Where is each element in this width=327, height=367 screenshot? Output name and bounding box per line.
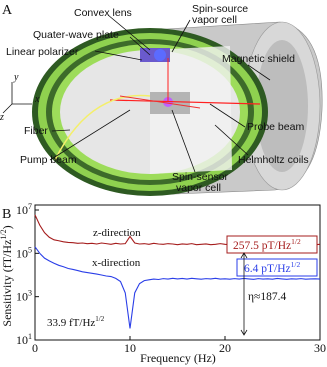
y-axis-title-end: ) [0, 225, 14, 229]
label: Helmholtz coils [238, 154, 309, 166]
y-axis-title-sup: 1/2 [0, 229, 8, 239]
label: Quater-wave plate [33, 29, 119, 41]
annotation-text: 33.9 fT/Hz [47, 317, 95, 329]
y-tick-base: 10 [16, 333, 28, 347]
annotation: 33.9 fT/Hz1/2 [47, 315, 105, 329]
plot-frame [34, 204, 321, 341]
annotation-sup: 1/2 [291, 237, 301, 246]
label: Linear polarizer [6, 46, 79, 58]
annotation-box [226, 235, 318, 254]
annotation-box [236, 258, 318, 277]
y-tick-base: 10 [16, 246, 28, 260]
series-line [34, 246, 321, 329]
annotation-text: 6.4 pT/Hz [244, 263, 291, 275]
y-axis-title: Sensitivity (fT/Hz1/2) [0, 225, 14, 326]
x-tick-label: 20 [219, 341, 231, 355]
panel-label: B [2, 207, 11, 222]
label: vapor cell [176, 182, 221, 194]
x-axis-title: Frequency (Hz) [140, 351, 216, 365]
y-tick-label: 103 [16, 289, 32, 304]
series-label: x-direction [92, 257, 141, 269]
y-tick-sup: 1 [28, 332, 32, 341]
annotation-sup: 1/2 [95, 315, 104, 323]
axis-x: x [34, 94, 40, 105]
x-tick-label: 0 [32, 341, 38, 355]
y-tick-base: 10 [16, 203, 28, 217]
x-tick-label: 10 [124, 341, 136, 355]
y-tick-sup: 5 [28, 245, 32, 254]
annotation-text: 257.5 pT/Hz [233, 240, 291, 252]
ratio-label: η≈187.4 [248, 291, 286, 303]
y-tick-label: 105 [16, 245, 32, 260]
y-tick-label: 107 [16, 202, 32, 217]
label: Pump beam [20, 154, 77, 166]
y-tick-label: 101 [16, 332, 32, 347]
annotation: 6.4 pT/Hz1/2 [244, 260, 300, 275]
label: Convex lens [74, 7, 132, 19]
label: Magnetic shield [222, 53, 295, 65]
annotation-sup: 1/2 [291, 260, 301, 269]
y-tick-sup: 3 [28, 289, 32, 298]
y-tick-base: 10 [16, 290, 28, 304]
panel-label: A [2, 3, 13, 18]
axis-z: z [0, 112, 4, 123]
illustration [2, 14, 323, 196]
y-tick-sup: 7 [28, 202, 32, 211]
series-label: z-direction [93, 227, 141, 239]
ratio-arrowheads [240, 252, 248, 336]
label: Spin-source [192, 3, 248, 15]
label: Spin-sensor [172, 171, 229, 183]
label: Probe beam [247, 121, 304, 133]
annotation: 257.5 pT/Hz1/2 [233, 237, 301, 252]
axis-y: y [13, 72, 19, 83]
label: vapor cell [192, 14, 237, 26]
x-tick-label: 30 [314, 341, 326, 355]
label: Fiber [24, 125, 48, 137]
y-axis-title-text: Sensitivity (fT/Hz [0, 240, 14, 327]
